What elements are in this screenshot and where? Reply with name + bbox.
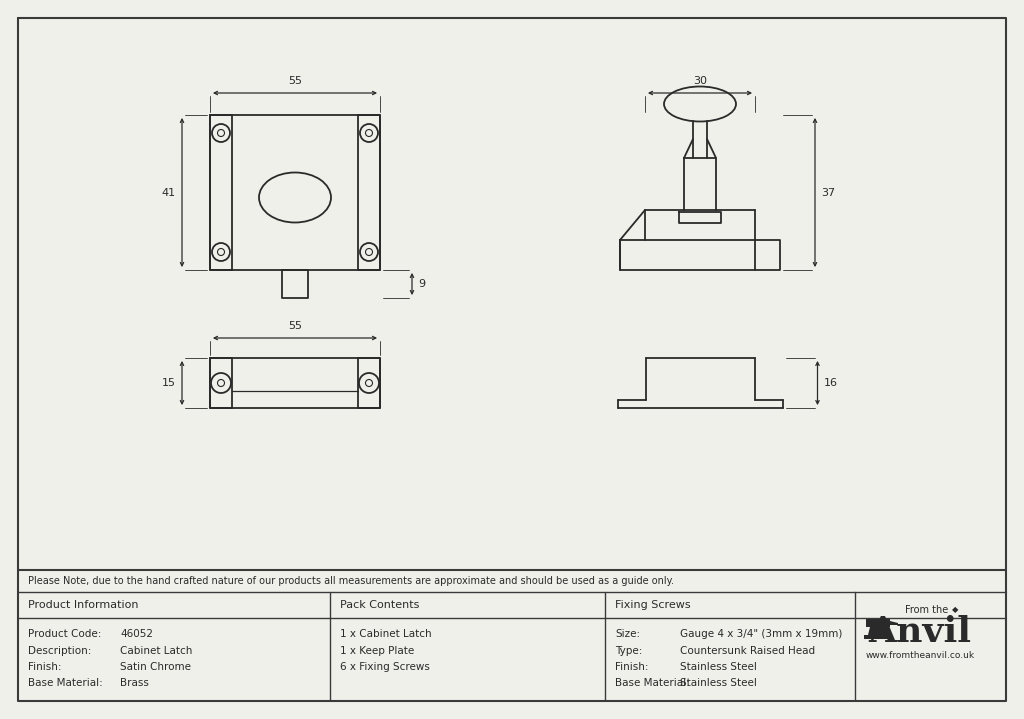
Text: Product Code:: Product Code:	[28, 629, 101, 639]
Polygon shape	[890, 621, 898, 625]
Text: 6 x Fixing Screws: 6 x Fixing Screws	[340, 662, 430, 672]
Text: 15: 15	[162, 378, 176, 388]
Text: Type:: Type:	[615, 646, 642, 656]
Text: 55: 55	[288, 76, 302, 86]
Text: 1 x Keep Plate: 1 x Keep Plate	[340, 646, 415, 656]
Text: 55: 55	[288, 321, 302, 331]
Text: Product Information: Product Information	[28, 600, 138, 610]
Text: 46052: 46052	[120, 629, 153, 639]
Text: Size:: Size:	[615, 629, 640, 639]
Text: Brass: Brass	[120, 678, 148, 688]
Text: Description:: Description:	[28, 646, 91, 656]
Text: 41: 41	[162, 188, 176, 198]
Text: Finish:: Finish:	[28, 662, 61, 672]
Text: Satin Chrome: Satin Chrome	[120, 662, 191, 672]
Text: ◆: ◆	[952, 605, 958, 614]
Text: 37: 37	[821, 188, 836, 198]
Text: 9: 9	[418, 279, 425, 289]
Text: 1 x Cabinet Latch: 1 x Cabinet Latch	[340, 629, 432, 639]
Text: 16: 16	[823, 378, 838, 388]
Text: Finish:: Finish:	[615, 662, 648, 672]
Text: Base Material:: Base Material:	[615, 678, 690, 688]
Text: From the: From the	[905, 605, 948, 615]
Text: Base Material:: Base Material:	[28, 678, 102, 688]
Text: Cabinet Latch: Cabinet Latch	[120, 646, 193, 656]
Text: Stainless Steel: Stainless Steel	[680, 678, 757, 688]
Text: Pack Contents: Pack Contents	[340, 600, 420, 610]
Text: www.fromtheanvil.co.uk: www.fromtheanvil.co.uk	[865, 651, 975, 659]
Text: Fixing Screws: Fixing Screws	[615, 600, 690, 610]
Polygon shape	[868, 627, 888, 635]
Polygon shape	[864, 635, 892, 639]
Text: Please Note, due to the hand crafted nature of our products all measurements are: Please Note, due to the hand crafted nat…	[28, 576, 674, 586]
Polygon shape	[866, 619, 890, 627]
Text: 30: 30	[693, 76, 707, 86]
Text: Countersunk Raised Head: Countersunk Raised Head	[680, 646, 815, 656]
Text: Anvil: Anvil	[868, 615, 972, 649]
Text: Stainless Steel: Stainless Steel	[680, 662, 757, 672]
Text: Gauge 4 x 3/4" (3mm x 19mm): Gauge 4 x 3/4" (3mm x 19mm)	[680, 629, 843, 639]
